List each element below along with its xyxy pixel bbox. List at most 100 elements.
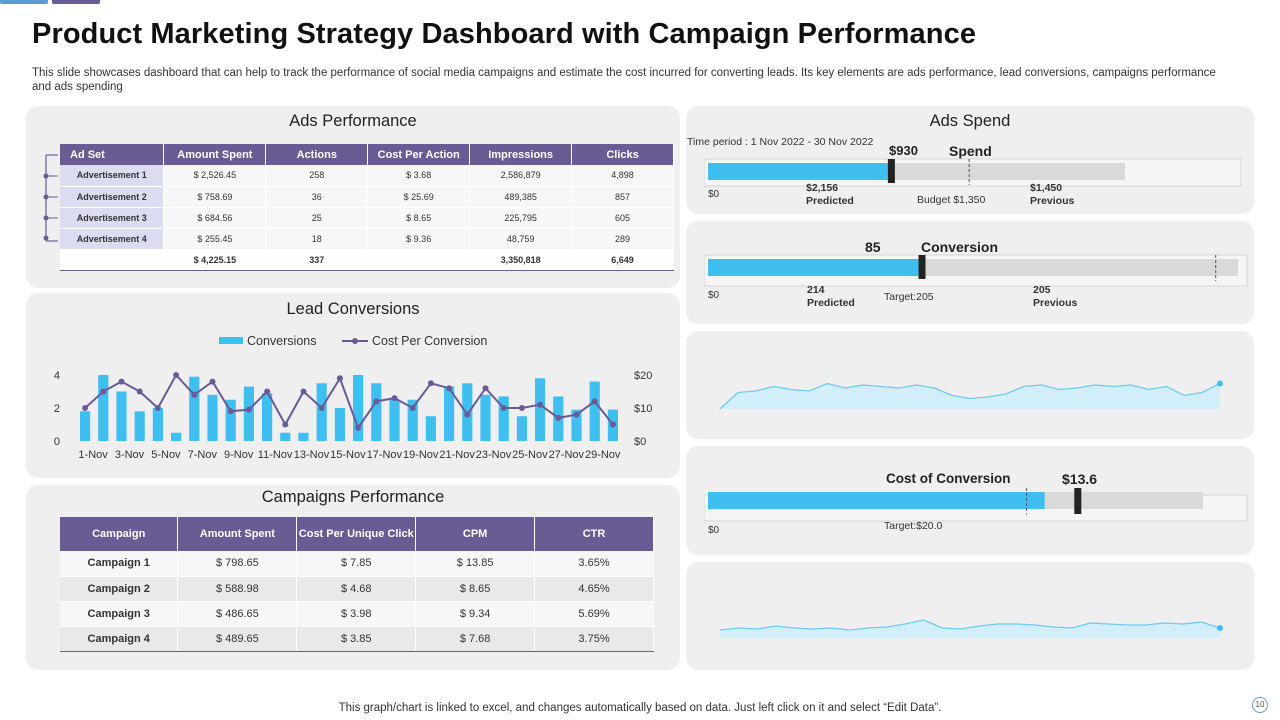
cost-of-conversion-panel: Cost of Conversion $13.6 $0 Target:$20.0	[686, 446, 1254, 555]
conversion-bar	[280, 432, 291, 441]
table-row: Advertisement 2 $ 758.69 36 $ 25.69 489,…	[60, 186, 674, 208]
cost-per-conversion-point	[609, 421, 616, 428]
conversion-bar	[171, 432, 182, 441]
conversion-panel: 85 Conversion $0 214 Predicted Target:20…	[686, 221, 1254, 324]
x-tick-label: 1-Nov	[78, 449, 108, 461]
x-tick-label: 11-Nov	[258, 449, 293, 461]
column-header: Impressions	[469, 144, 573, 165]
table-cell: Campaign 3	[60, 601, 179, 627]
gauge-fill	[708, 259, 919, 276]
table-cell: $ 684.56	[163, 207, 267, 229]
cost-per-conversion-point	[100, 388, 107, 395]
table-cell: $ 7.85	[296, 551, 417, 577]
sparkline-panel-1	[686, 331, 1254, 439]
table-cell: Advertisement 1	[60, 165, 165, 187]
gauge-marker	[918, 255, 926, 279]
column-header: Cost Per Unique Click	[296, 517, 417, 551]
conversion-bar	[516, 416, 527, 441]
spend-budget-label: Budget $1,350	[917, 194, 986, 206]
cost-per-conversion-point	[227, 408, 234, 415]
table-cell: 3.65%	[534, 551, 654, 577]
x-tick-label: 17-Nov	[367, 449, 403, 461]
x-tick-label: 25-Nov	[512, 449, 548, 461]
table-row: Campaign 2 $ 588.98 $ 4.68 $ 8.65 4.65%	[60, 576, 654, 602]
x-tick-label: 7-Nov	[188, 449, 218, 461]
conversion-bar	[371, 383, 382, 441]
ads-performance-title: Ads Performance	[289, 112, 417, 130]
gauge-fill	[708, 163, 888, 180]
column-header: Ad Set	[60, 144, 165, 165]
cost-per-conversion-point	[573, 411, 580, 418]
column-header: Actions	[265, 144, 369, 165]
table-cell: 6,649	[571, 249, 674, 271]
sparkline-chart-2	[719, 619, 1223, 638]
conversion-bar	[498, 396, 509, 441]
column-header: CPM	[415, 517, 536, 551]
cost-per-conversion-point	[427, 380, 434, 387]
conversion-bar	[207, 394, 218, 441]
table-row: Campaign 4 $ 489.65 $ 3.85 $ 7.68 3.75%	[60, 626, 654, 652]
table-row: Advertisement 1 $ 2,526.45 258 $ 3.68 2,…	[60, 165, 674, 187]
cost-per-conversion-point	[409, 405, 416, 411]
ads-performance-table: Ad Set Amount Spent Actions Cost Per Act…	[60, 144, 674, 271]
cost-per-conversion-point	[318, 405, 325, 411]
ads-spend-panel: Ads Spend Time period : 1 Nov 2022 - 30 …	[686, 106, 1254, 214]
sparkline-area	[720, 383, 1220, 409]
conversion-bar	[116, 391, 127, 441]
x-tick-label: 19-Nov	[403, 449, 439, 461]
cost-per-conversion-point	[282, 421, 289, 428]
cost-per-conversion-point	[373, 398, 380, 405]
y-tick-left: 4	[54, 370, 60, 382]
gauge-marker	[1074, 488, 1082, 514]
cost-per-conversion-point	[518, 405, 525, 411]
x-tick-label: 27-Nov	[549, 449, 585, 461]
table-cell	[60, 249, 165, 271]
conversion-bar	[298, 432, 309, 441]
table-cell: $ 8.65	[415, 576, 536, 602]
cost-per-conversion-point	[464, 411, 471, 418]
x-tick-label: 3-Nov	[115, 449, 145, 461]
conversion-bar	[425, 416, 436, 441]
spend-predicted-value: $2,156	[806, 182, 839, 194]
table-cell: 489,385	[469, 186, 573, 208]
conversion-bar	[389, 399, 400, 441]
legend-line-label: Cost Per Conversion	[372, 334, 487, 348]
cost-of-conversion-value: $13.6	[1062, 471, 1098, 487]
page-title: Product Marketing Strategy Dashboard wit…	[32, 18, 977, 50]
table-cell: 4.65%	[534, 576, 654, 602]
legend-bars-label: Conversions	[247, 334, 316, 348]
conversion-bar	[589, 381, 600, 441]
table-cell: 3,350,818	[469, 249, 573, 271]
conversion-bar	[480, 394, 491, 441]
column-header: Campaign	[60, 517, 179, 551]
table-cell: Advertisement 3	[60, 207, 165, 229]
cost-per-conversion-point	[209, 378, 216, 385]
cost-per-conversion-point	[336, 375, 343, 382]
column-header: Amount Spent	[177, 517, 298, 551]
x-tick-label: 13-Nov	[294, 449, 330, 461]
conversion-bullet-gauge	[704, 254, 1248, 287]
footer-note: This graph/chart is linked to excel, and…	[338, 702, 942, 714]
y-tick-left: 0	[54, 436, 60, 448]
cost-of-conversion-target-label: Target:$20.0	[884, 520, 943, 532]
conversion-bar	[80, 411, 91, 441]
sparkline-area	[720, 620, 1220, 638]
table-cell: 337	[265, 249, 369, 271]
cost-of-conversion-bullet-gauge	[704, 488, 1248, 522]
column-header: Cost Per Action	[367, 144, 471, 165]
page-description: This slide showcases dashboard that can …	[32, 67, 1216, 93]
table-cell: $ 255.45	[163, 228, 267, 250]
gauge-marker	[887, 159, 895, 183]
table-cell: $ 3.98	[296, 601, 417, 627]
column-header: Amount Spent	[163, 144, 267, 165]
sparkline-end-point	[1217, 380, 1223, 387]
column-header: CTR	[534, 517, 654, 551]
table-cell: $ 13.85	[415, 551, 536, 577]
table-cell: 4,898	[571, 165, 674, 187]
table-cell: Advertisement 4	[60, 228, 165, 250]
table-row: Advertisement 3 $ 684.56 25 $ 8.65 225,7…	[60, 207, 674, 229]
y-tick-right: $0	[634, 436, 646, 448]
table-cell: $ 489.65	[177, 626, 298, 652]
table-cell: 225,795	[469, 207, 573, 229]
conversion-bar	[262, 393, 273, 441]
